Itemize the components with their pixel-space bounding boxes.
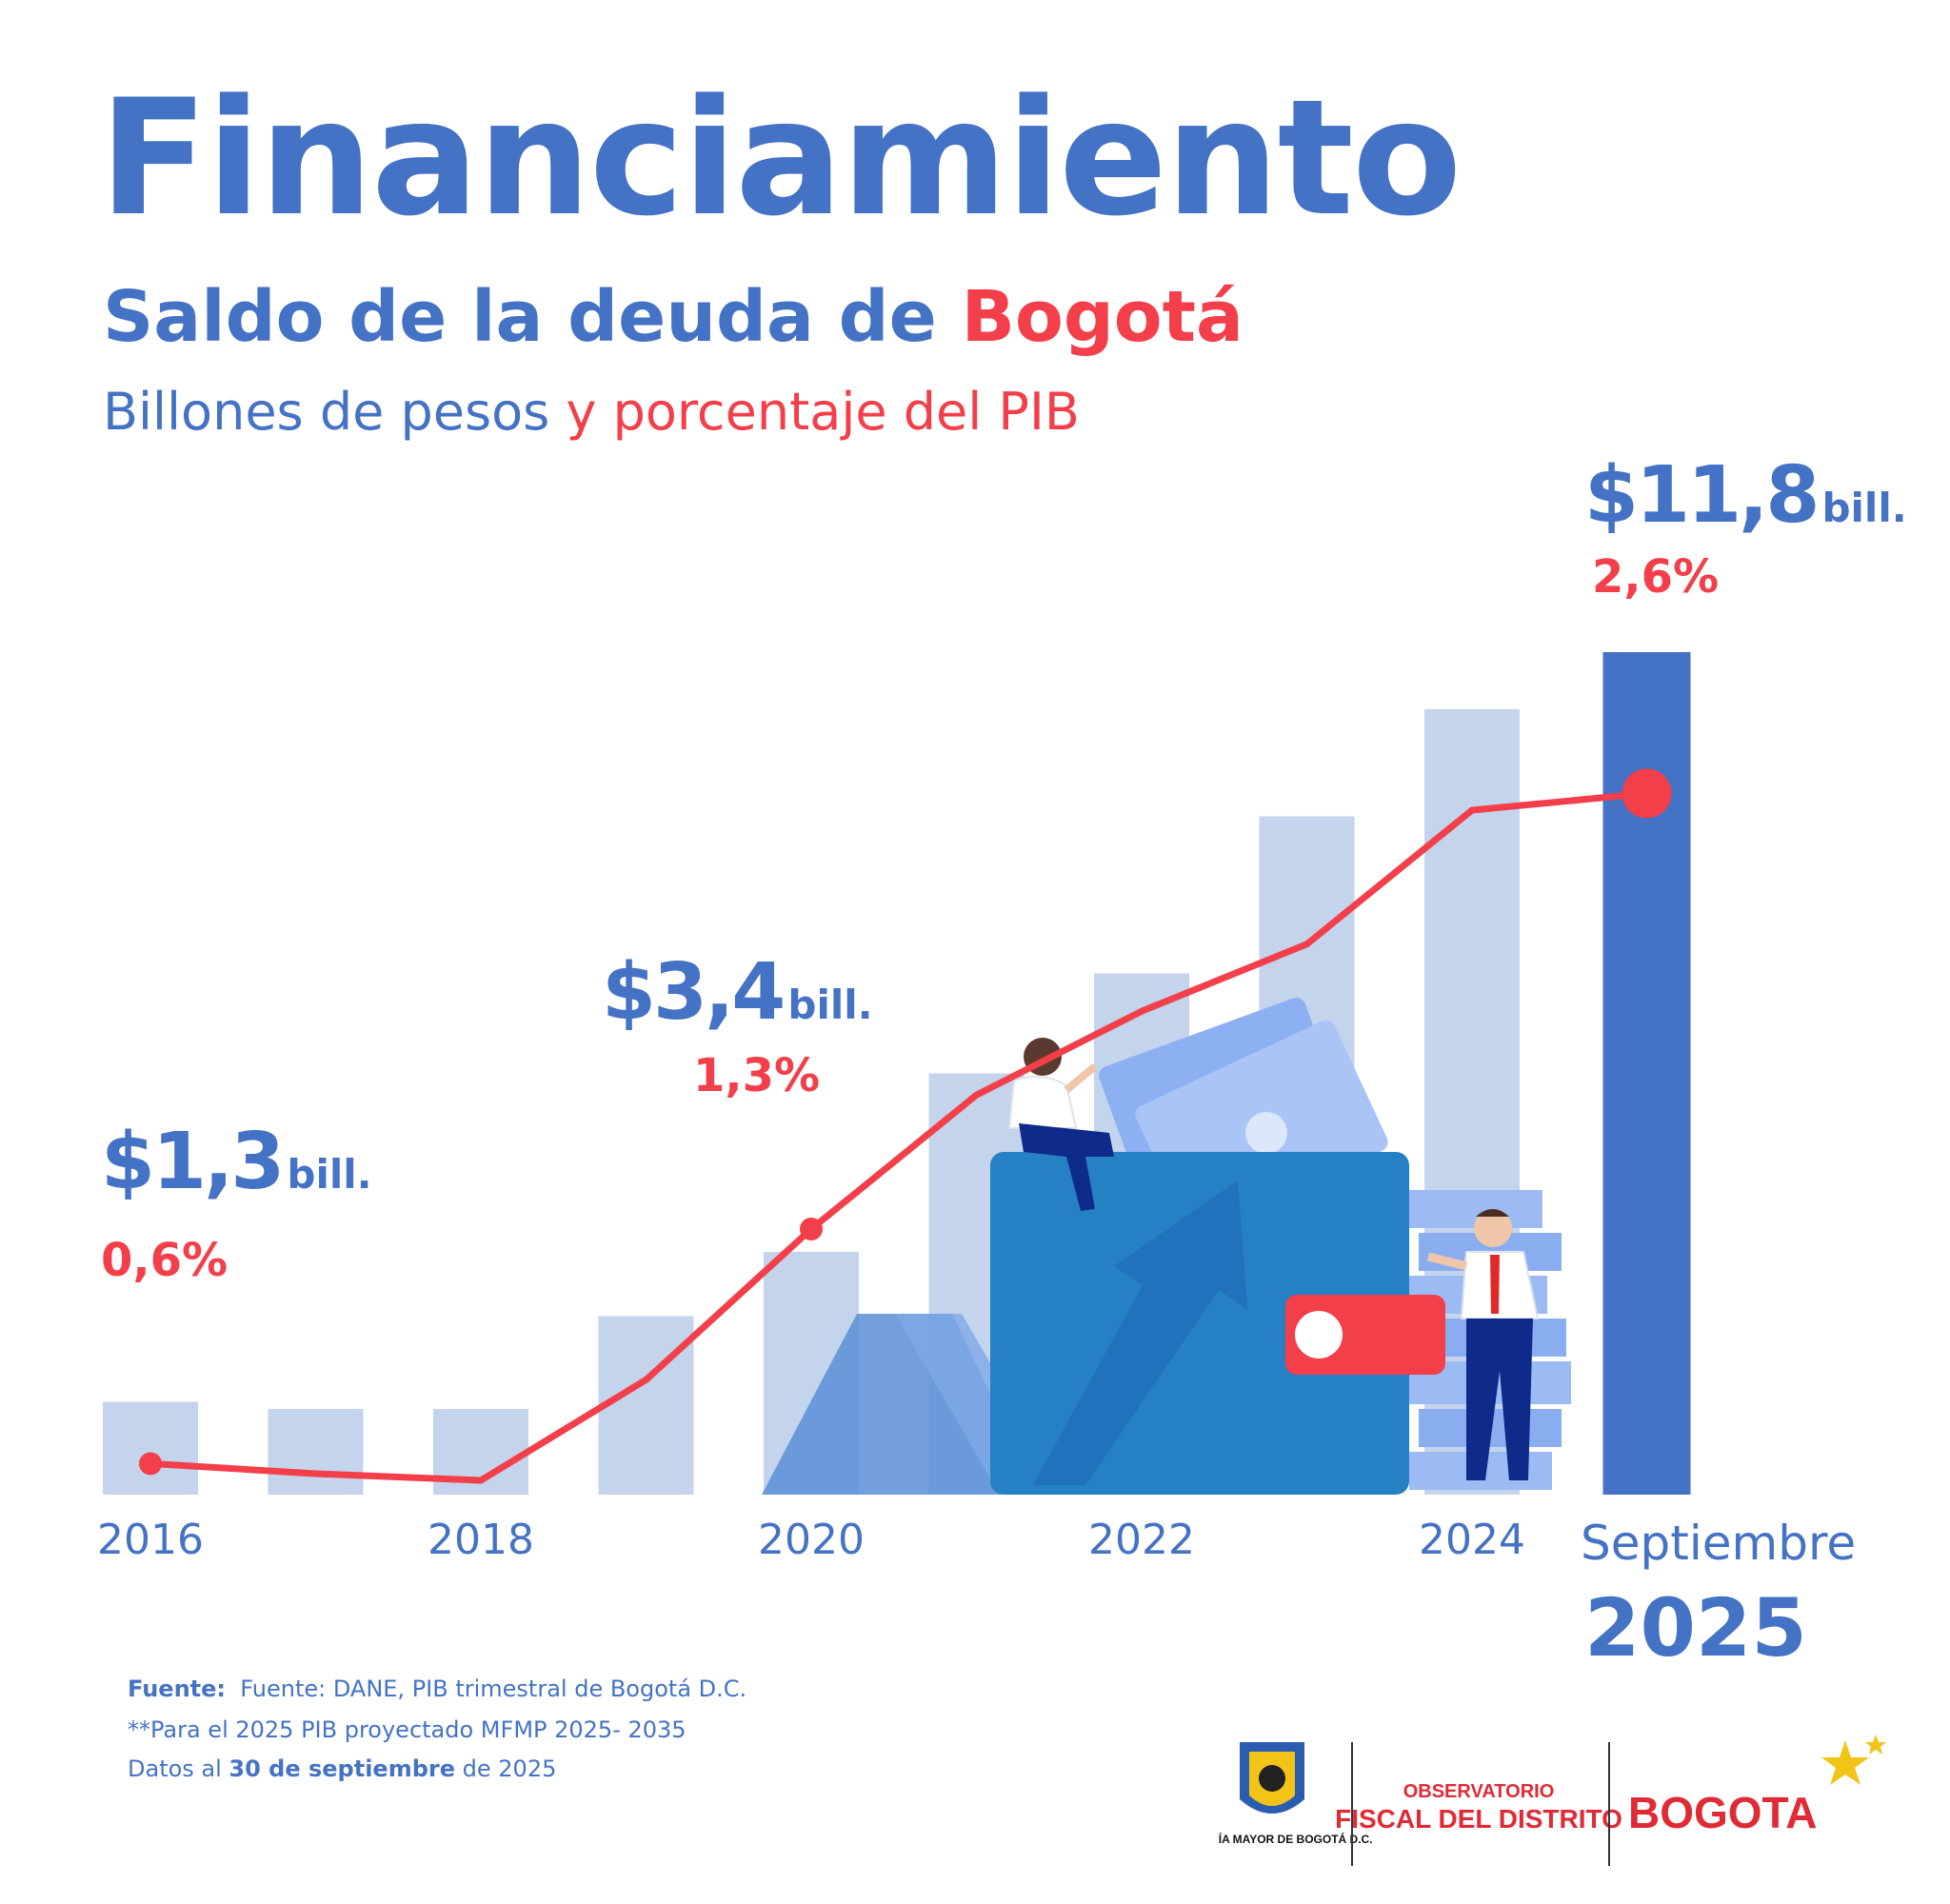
footer-date: Datos al 30 de septiembre de 2025 [128, 1757, 556, 1780]
units-accent: y porcentaje del PIB [566, 382, 1080, 442]
observatorio-line2: FISCAL DEL DISTRITO [1335, 1804, 1622, 1834]
pib-percentage-line [149, 789, 1647, 1484]
man-figure-icon [1426, 1209, 1540, 1480]
unit-2020: bill. [787, 982, 873, 1028]
units-main: Billones de pesos [103, 382, 567, 442]
unit-2025: bill. [1821, 485, 1907, 531]
wallet-illustration [762, 998, 1571, 1495]
bar-2019 [598, 1316, 694, 1495]
subtitle-accent: Bogotá [961, 276, 1244, 358]
line-marker-septiembre-2025 [1622, 768, 1672, 819]
footer-source-label: Fuente: [128, 1676, 226, 1702]
label-2025-value: $11,8 bill. [1584, 457, 1907, 535]
footer-note: **Para el 2025 PIB proyectado MFMP 2025-… [128, 1716, 686, 1743]
label-2016-value: $1,3 bill. [101, 1123, 372, 1201]
page-title: Financiamiento [99, 65, 1462, 251]
x-tick-2022: 2022 [1088, 1516, 1195, 1564]
bar-2017 [268, 1409, 364, 1495]
footer-date-bold: 30 de septiembre [229, 1755, 456, 1782]
x-label-last-year: 2025 [1584, 1581, 1807, 1675]
value-2016: $1,3 [101, 1117, 285, 1207]
x-tick-2020: 2020 [758, 1516, 865, 1564]
woman-figure-icon [1007, 1038, 1114, 1211]
footer-source: Fuente: Fuente: DANE, PIB trimestral de … [128, 1677, 746, 1700]
footer-source-text: Fuente: DANE, PIB trimestral de Bogotá D… [240, 1676, 747, 1702]
x-tick-2018: 2018 [428, 1516, 534, 1564]
label-2020-value: $3,4 bill. [602, 954, 873, 1032]
observatorio-line1: OBSERVATORIO [1403, 1781, 1555, 1802]
line-marker-2016 [139, 1452, 162, 1476]
label-2025-pct: 2,6% [1592, 550, 1720, 604]
chart-subtitle: Saldo de la deuda de Bogotá [103, 282, 1244, 352]
bogota-logo: BOGOTA [1628, 1788, 1817, 1837]
label-2020-pct: 1,3% [693, 1049, 821, 1102]
star-icon [1821, 1735, 1886, 1785]
bar-2016 [103, 1401, 198, 1495]
alcaldia-logo-text: ALCALDÍA MAYOR DE BOGOTÁ D.C. [1219, 1832, 1373, 1846]
value-2020: $3,4 [602, 947, 786, 1038]
x-label-last-month: Septiembre [1581, 1516, 1857, 1571]
logos-strip: ALCALDÍA MAYOR DE BOGOTÁ D.C. OBSERVATOR… [1219, 1735, 1886, 1866]
chart-units: Billones de pesos y porcentaje del PIB [103, 387, 1080, 438]
footer-date-prefix: Datos al [128, 1755, 229, 1782]
x-tick-2016: 2016 [97, 1516, 204, 1564]
label-2016-pct: 0,6% [101, 1234, 229, 1287]
x-tick-2024: 2024 [1419, 1516, 1525, 1564]
coat-of-arms-icon [1240, 1742, 1304, 1814]
subtitle-main: Saldo de la deuda de [103, 276, 962, 358]
value-2025: $11,8 [1584, 450, 1820, 541]
footer-date-suffix: de 2025 [455, 1755, 557, 1782]
wallet-icon [990, 1152, 1445, 1495]
line-marker-2020 [800, 1218, 823, 1240]
unit-2016: bill. [287, 1151, 372, 1198]
